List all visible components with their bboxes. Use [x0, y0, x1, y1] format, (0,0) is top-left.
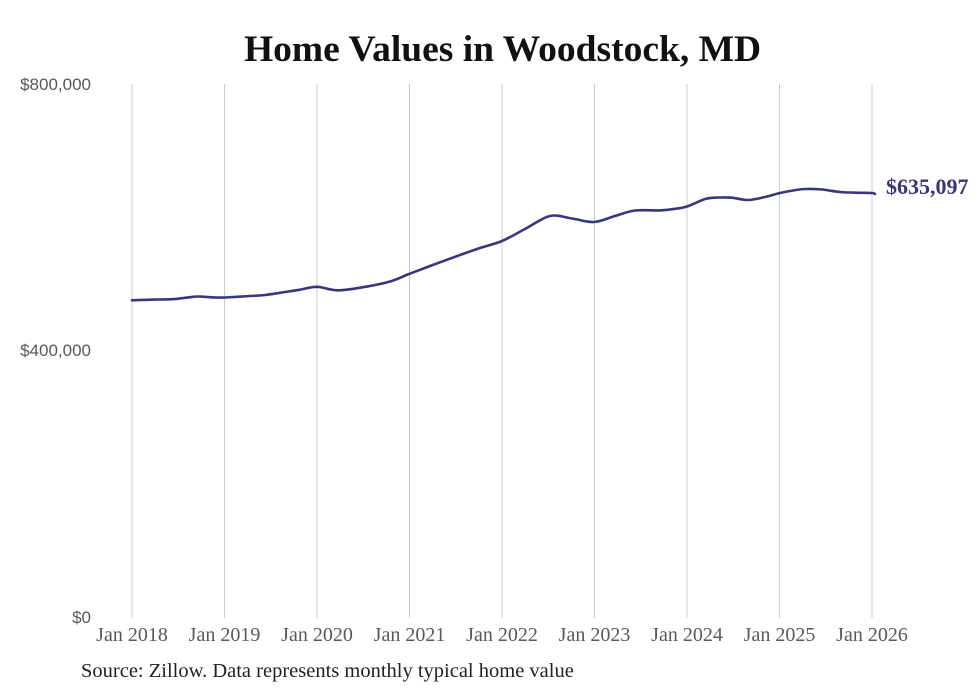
- svg-text:$800,000: $800,000: [20, 75, 91, 94]
- svg-text:Jan 2019: Jan 2019: [189, 624, 261, 646]
- svg-text:Jan 2026: Jan 2026: [836, 624, 908, 646]
- svg-text:Jan 2023: Jan 2023: [559, 624, 631, 646]
- svg-text:$0: $0: [72, 608, 91, 627]
- svg-text:Jan 2024: Jan 2024: [651, 624, 723, 646]
- svg-text:Jan 2020: Jan 2020: [281, 624, 353, 646]
- svg-text:Jan 2021: Jan 2021: [374, 624, 446, 646]
- svg-text:$400,000: $400,000: [20, 341, 91, 360]
- svg-text:Jan 2025: Jan 2025: [744, 624, 816, 646]
- svg-text:$635,097: $635,097: [886, 174, 969, 199]
- svg-text:Jan 2018: Jan 2018: [96, 624, 168, 646]
- svg-text:Jan 2022: Jan 2022: [466, 624, 538, 646]
